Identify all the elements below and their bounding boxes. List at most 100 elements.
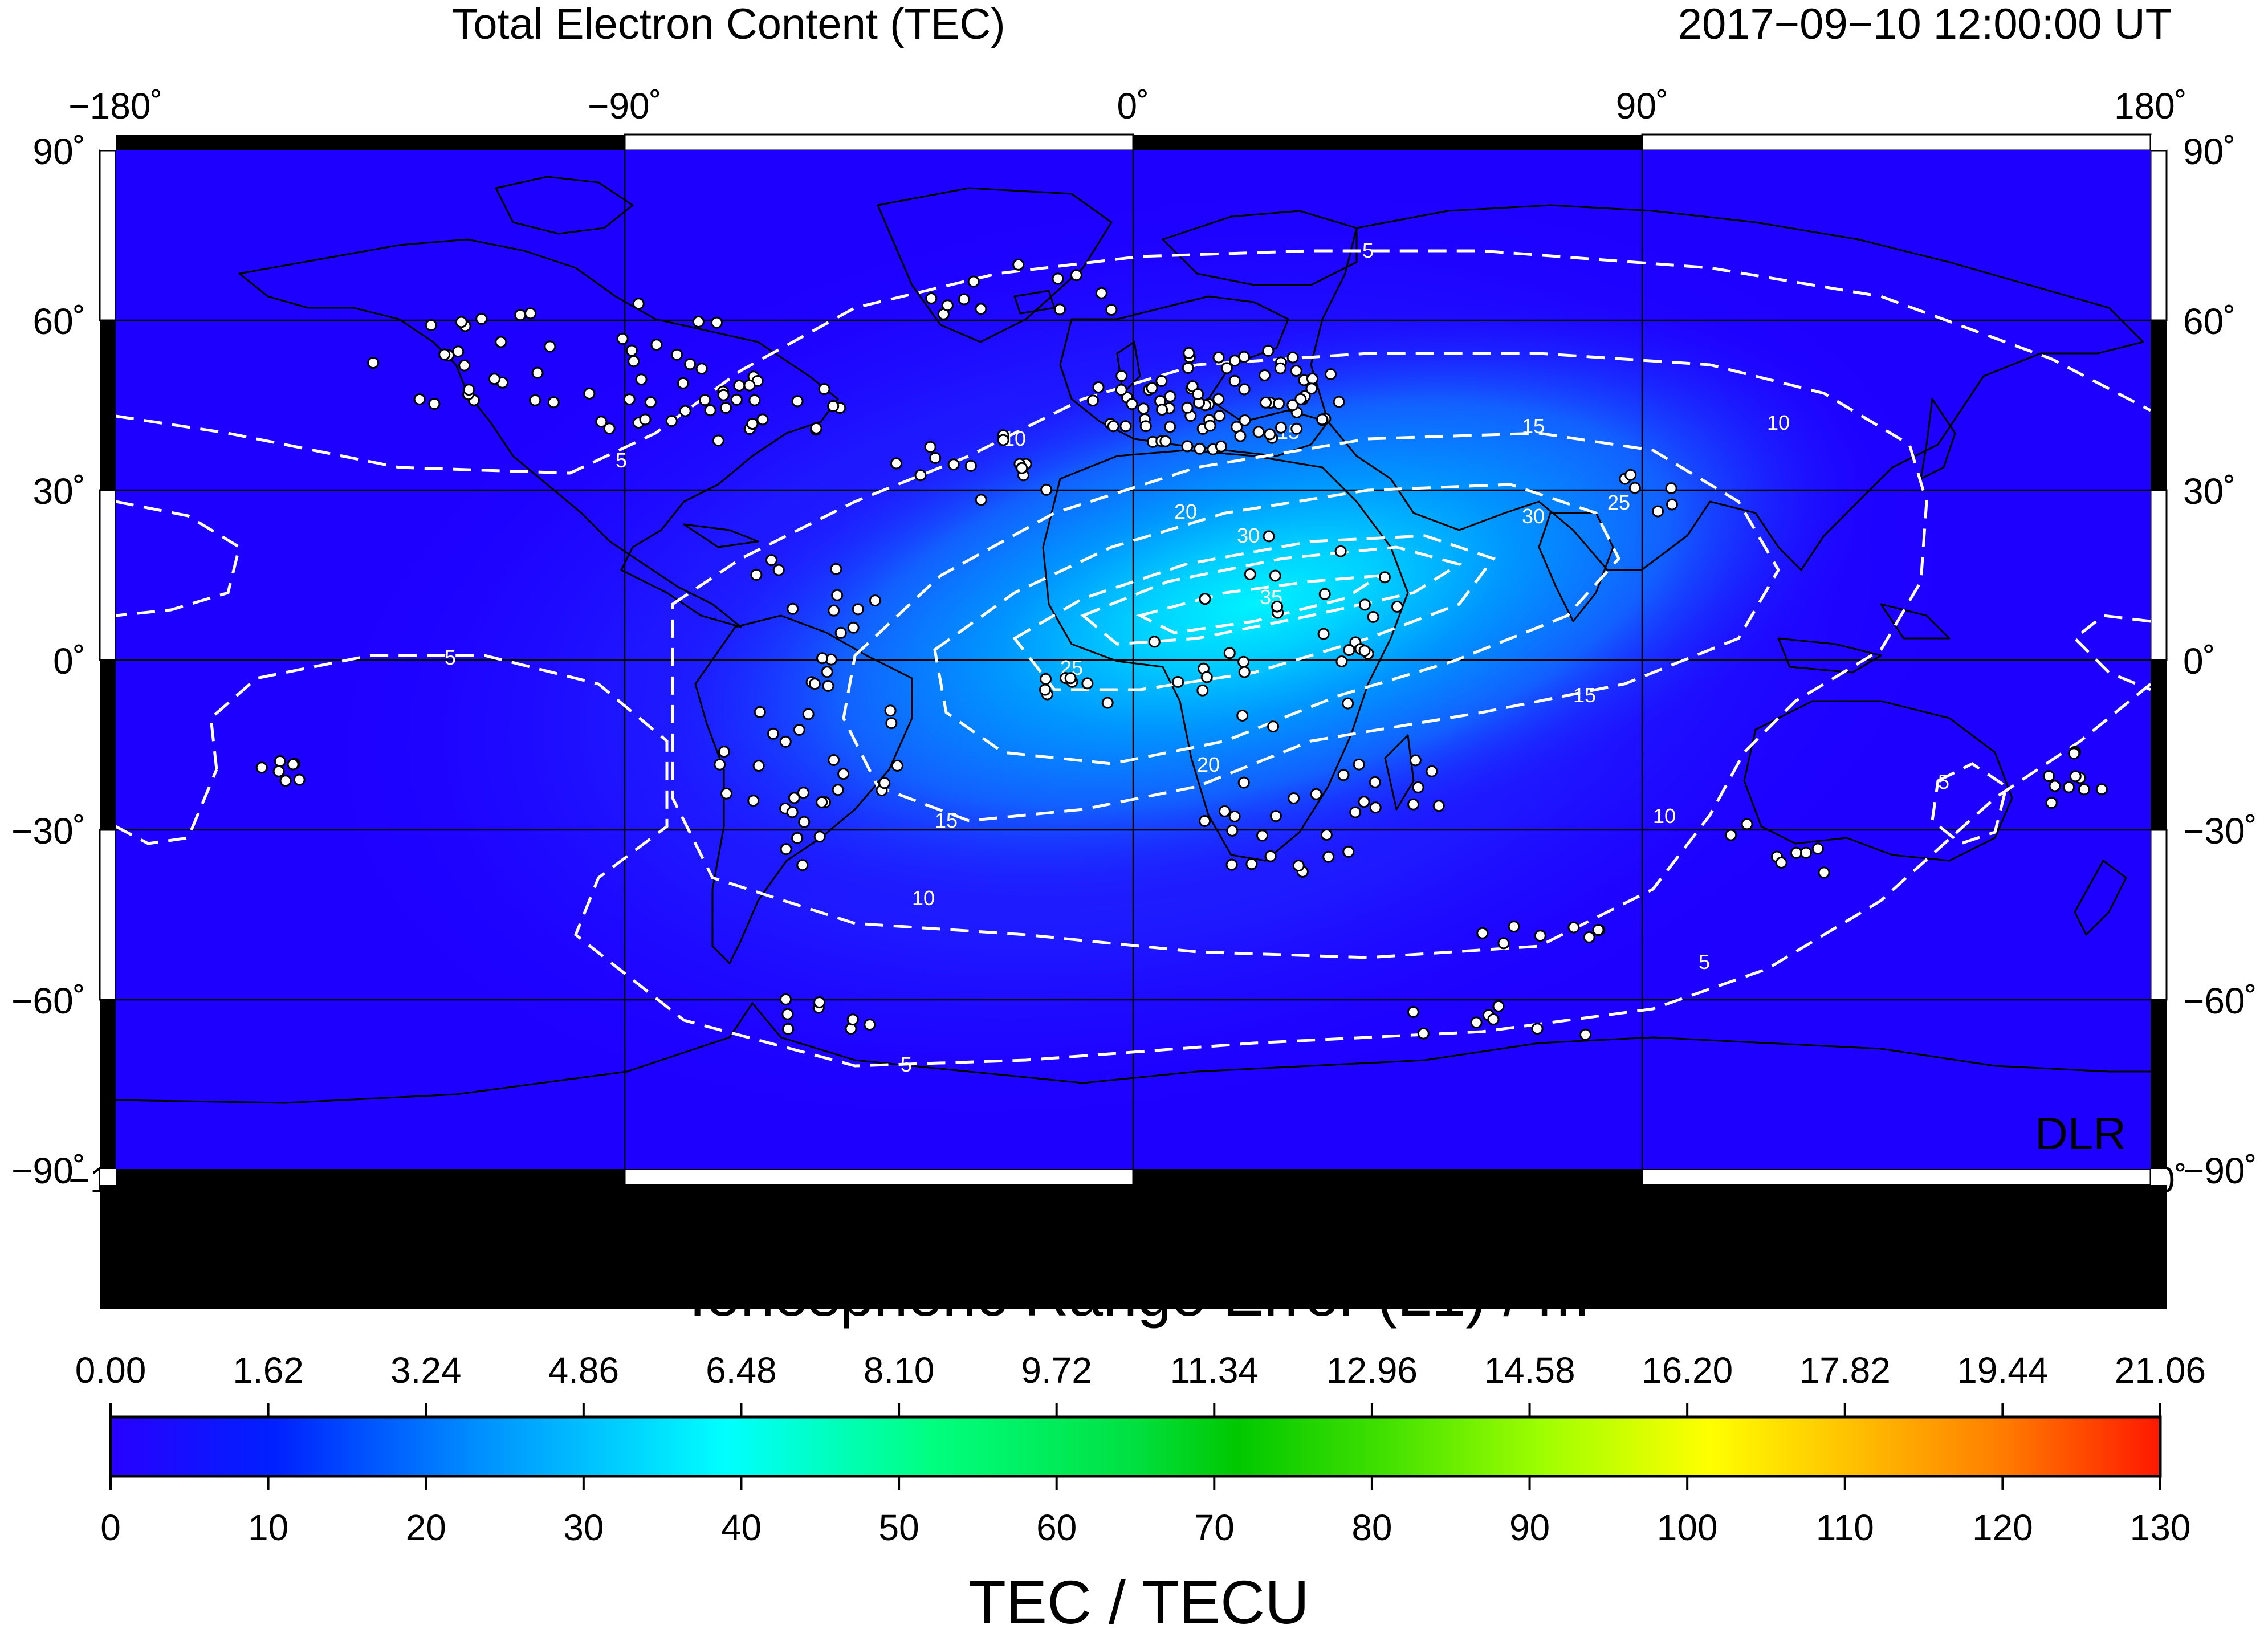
station-marker [1225, 858, 1238, 871]
station-marker [1492, 1000, 1505, 1012]
contour-5-australia [1931, 762, 2008, 845]
station-marker [628, 355, 640, 368]
station-marker [428, 398, 441, 410]
station-marker [914, 469, 927, 482]
colorbar-top-tick-label: 19.44 [1957, 1350, 2048, 1391]
colorbar [109, 1415, 2162, 1478]
station-marker [1137, 402, 1150, 415]
top-lon-label: 0˚ [1117, 85, 1150, 127]
station-marker [714, 758, 726, 771]
station-marker [1244, 568, 1256, 580]
contour-label: 20 [1174, 500, 1197, 523]
graticule [116, 150, 2151, 1169]
station-marker [1470, 1016, 1483, 1029]
station-marker [1040, 483, 1053, 496]
station-marker [796, 859, 809, 871]
station-marker [1409, 754, 1422, 767]
station-marker [767, 727, 779, 740]
station-marker [2095, 783, 2108, 796]
station-marker [1012, 258, 1025, 271]
station-marker [1107, 420, 1119, 433]
contour-5-east-pacific [116, 500, 241, 617]
contour-label: 20 [1197, 753, 1220, 776]
station-marker [625, 344, 638, 357]
ground-stations [255, 258, 2108, 1041]
station-marker [1228, 355, 1241, 367]
colorbar-bottom-ticks: 0 10 20 30 40 50 60 70 80 90 100 110 120 130 [100, 1507, 2190, 1548]
station-marker [1342, 845, 1355, 858]
station-marker [1239, 414, 1251, 426]
station-marker [1317, 628, 1330, 640]
station-marker [287, 758, 299, 771]
station-marker [704, 404, 716, 417]
station-marker [1237, 776, 1250, 789]
station-marker [413, 393, 426, 405]
station-marker [1271, 600, 1284, 613]
station-marker [756, 413, 769, 426]
station-marker [1818, 866, 1830, 879]
station-marker [1238, 666, 1251, 678]
station-marker [808, 678, 821, 690]
station-marker [791, 395, 804, 408]
station-marker [452, 345, 465, 358]
station-marker [1269, 569, 1281, 582]
station-marker [1228, 374, 1241, 387]
contour-label: 30 [1522, 504, 1545, 528]
right-lat-label: 60˚ [2183, 301, 2236, 342]
contour-label: 5 [1699, 950, 1710, 974]
station-marker [475, 312, 488, 325]
station-marker [1358, 796, 1370, 808]
station-marker [677, 377, 689, 389]
station-marker [529, 394, 541, 406]
contour-label: 15 [1522, 414, 1545, 438]
colorbar-bottom-tick-label: 130 [2130, 1507, 2191, 1548]
colorbar-bottom-tick-label: 100 [1657, 1507, 1718, 1548]
station-marker [1016, 462, 1028, 474]
station-marker [802, 708, 815, 720]
station-marker [272, 765, 285, 777]
station-marker [772, 564, 785, 576]
station-marker [1292, 860, 1305, 872]
colorbar-bottom-tick-label: 50 [878, 1507, 919, 1548]
station-marker [779, 735, 792, 748]
station-marker [1334, 545, 1347, 557]
station-marker [1226, 824, 1239, 837]
station-marker [1115, 370, 1128, 382]
station-marker [941, 299, 954, 312]
station-marker [1666, 498, 1678, 511]
left-lat-axis: 90˚ 60˚ 30˚ 0˚ −30˚ −60˚ −90˚ [11, 131, 85, 1191]
station-marker [524, 307, 537, 320]
contour-5-west-pacific [2072, 614, 2151, 691]
station-marker [884, 704, 897, 717]
station-marker [1567, 921, 1580, 934]
station-marker [878, 777, 891, 789]
station-marker [1115, 384, 1127, 396]
right-lat-label: 90˚ [2183, 131, 2236, 172]
station-marker [864, 1019, 876, 1031]
colorbar-top-tick-label: 0.00 [75, 1350, 146, 1391]
station-marker [975, 303, 987, 315]
top-lon-axis: −180˚ −90˚ 0˚ 90˚ 180˚ [68, 85, 2187, 127]
station-marker [2068, 747, 2080, 760]
contour-label: 5 [1362, 239, 1374, 262]
station-marker [1164, 390, 1176, 402]
station-marker [1270, 810, 1282, 822]
station-marker [1335, 655, 1348, 667]
station-marker [495, 336, 507, 348]
station-marker [1204, 420, 1216, 432]
station-marker [1286, 351, 1299, 364]
station-marker [1259, 369, 1271, 381]
station-marker [718, 746, 730, 758]
station-marker [1378, 571, 1391, 584]
left-lat-label: 0˚ [53, 641, 85, 682]
station-marker [1095, 287, 1107, 299]
station-marker [1579, 1028, 1592, 1041]
station-marker [1181, 401, 1194, 414]
station-marker [1741, 818, 1753, 830]
left-lat-label: −60˚ [11, 980, 85, 1021]
station-marker [1256, 829, 1268, 842]
top-lon-label: −180˚ [68, 85, 162, 127]
station-marker [2043, 770, 2055, 783]
station-marker [671, 348, 683, 361]
